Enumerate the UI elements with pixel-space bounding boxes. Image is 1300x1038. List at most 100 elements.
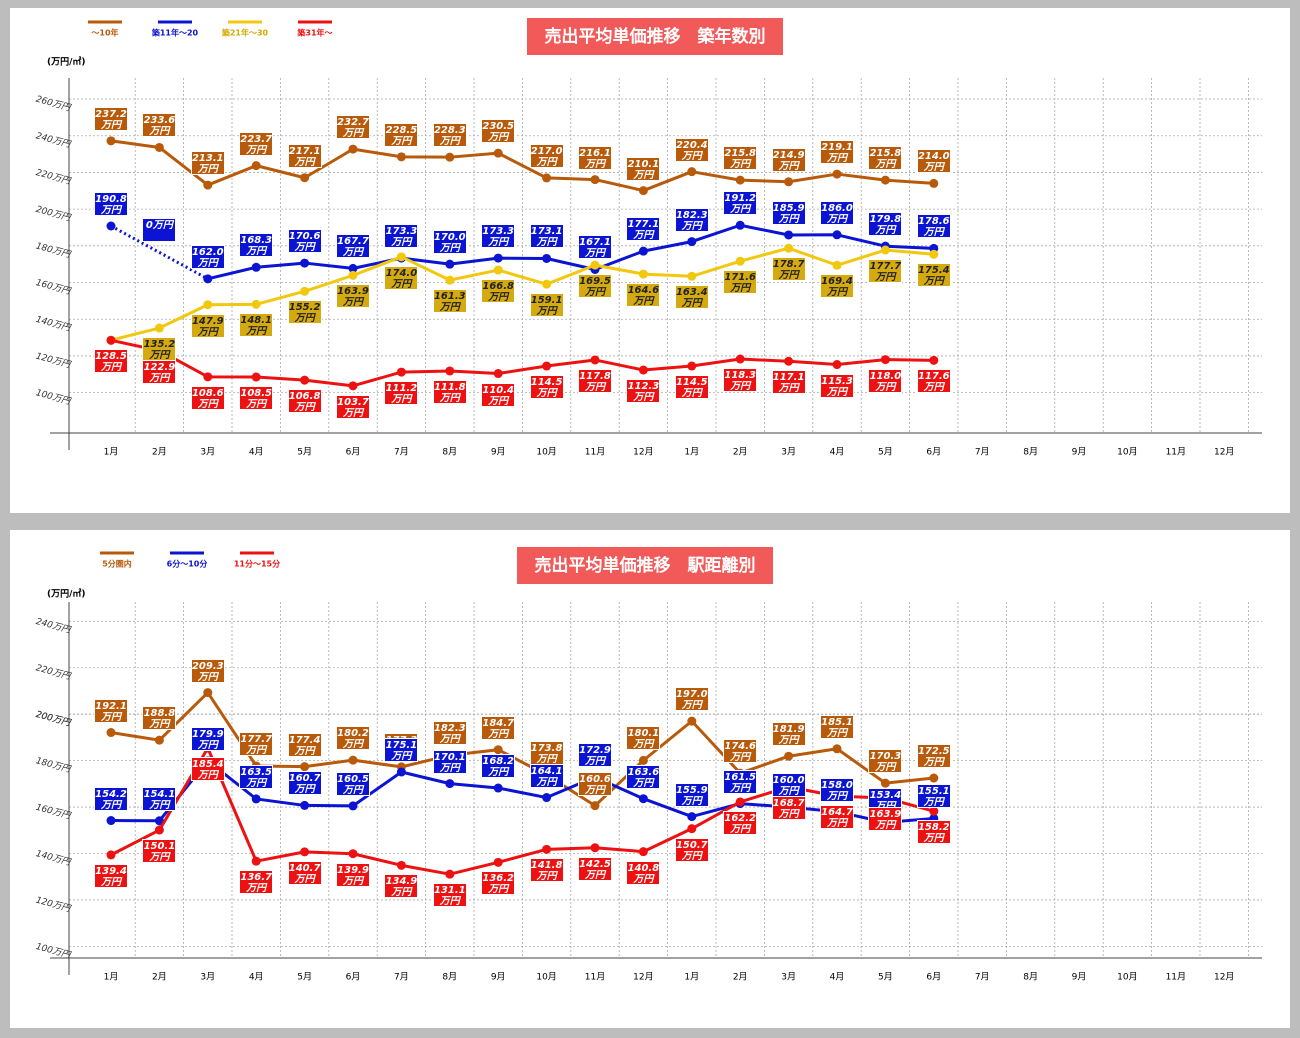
value-label: 170.1万円 [432,749,467,774]
value-label: 118.3万円 [723,368,758,393]
value-label-box: 111.8万円 [432,379,467,404]
data-point [735,354,745,364]
x-tick-label: 8月 [1023,972,1038,983]
data-point [445,275,455,285]
value-label: 168.7万円 [771,795,806,820]
data-point [638,246,648,256]
value-label-box: 168.3万円 [239,233,274,258]
value-label-box: 155.2万円 [287,300,322,325]
value-label-box: 184.7万円 [481,715,516,740]
value-label: 106.8万円 [287,389,322,414]
x-tick-label: 1月 [684,972,699,983]
data-point [687,237,697,247]
value-label: 169.5万円 [578,274,612,299]
x-tick-label: 2月 [733,447,748,458]
value-label: 135.2万円 [142,337,177,362]
series-line [207,223,934,281]
value-label: 180.1万円 [626,726,661,751]
value-label-box: 216.1万円 [578,145,612,170]
value-label-box: 160.5万円 [336,771,370,796]
x-tick-label: 5月 [297,447,312,458]
data-point [493,745,503,755]
x-tick-label: 1月 [684,447,699,458]
value-label: 192.1万円 [94,698,128,723]
series-line [110,338,934,388]
data-point [396,860,406,870]
data-point [590,260,600,270]
value-label: 136.2万円 [481,871,516,896]
value-label-box: 163.4万円 [674,285,709,310]
title-box [517,547,773,584]
data-point [687,361,697,371]
x-tick-label: 8月 [442,972,457,983]
value-label: 167.7万円 [336,234,370,259]
value-label-box: 114.5万円 [529,375,564,400]
data-point [880,778,890,788]
x-tick-label: 11月 [1166,447,1186,458]
value-label: 163.5万円 [239,764,274,789]
x-tick-label: 7月 [394,972,409,983]
value-label-box: 170.0万円 [432,230,467,255]
value-label: 111.2万円 [384,381,419,406]
value-label-box: 233.6万円 [142,113,177,138]
value-label: 158.0万円 [820,777,854,802]
value-label: 117.6万円 [916,369,951,394]
data-point [638,755,648,765]
value-label: 159.1万円 [529,293,564,318]
value-label: 172.5万円 [916,744,951,769]
data-point [542,793,552,803]
value-label-box: 169.5万円 [578,274,612,299]
value-label: 228.5万円 [384,122,419,147]
value-label: 174.6万円 [723,739,758,764]
data-point [348,263,358,273]
x-tick-label: 1月 [104,447,119,458]
value-label: 233.6万円 [142,113,177,138]
value-label: 110.4万円 [481,382,516,407]
value-label-box: 217.1万円 [287,143,322,168]
value-label-box: 192.1万円 [94,698,128,723]
legend-label: ～10年 [91,28,118,38]
data-point [493,148,503,158]
x-tick-label: 11月 [585,972,605,983]
data-point [784,177,794,187]
data-point [203,300,213,310]
value-label: 162.0万円 [190,244,225,269]
x-tick-label: 12月 [633,447,653,458]
value-label: 163.6万円 [626,764,661,789]
x-tick-label: 10月 [1117,972,1137,983]
data-point [300,762,310,772]
value-label-box: 114.5万円 [674,375,709,400]
data-point [784,751,794,761]
value-label-box: 186.0万円 [820,200,854,225]
data-point [300,173,310,183]
data-point [929,249,939,259]
value-label-box: 111.2万円 [384,381,419,406]
value-label: 173.8万円 [529,741,564,765]
value-label: 170.3万円 [868,749,903,774]
value-label: 170.0万円 [432,230,467,255]
x-tick-label: 8月 [442,447,457,458]
data-point [300,258,310,268]
value-label-box: 136.2万円 [481,871,516,896]
value-label: 167.1万円 [578,235,612,260]
x-tick-label: 11月 [585,447,605,458]
value-label: 164.1万円 [529,763,564,788]
data-point [832,230,842,240]
data-point [396,367,406,377]
data-point [251,299,261,309]
value-label-box: 154.1万円 [142,786,177,811]
value-label: 160.5万円 [336,771,370,796]
data-point [493,253,503,263]
value-label: 112.3万円 [626,379,661,404]
data-point [396,767,406,777]
data-point [929,355,939,365]
value-label: 184.7万円 [481,715,516,740]
x-tick-label: 2月 [733,972,748,983]
data-point [784,230,794,240]
value-label: 228.3万円 [432,123,467,148]
data-point [445,869,455,879]
value-label-box: 228.5万円 [384,122,419,147]
value-label-box: 106.8万円 [287,389,322,414]
value-label: 185.4万円 [190,757,225,782]
value-label-box: 103.7万円 [336,394,370,419]
